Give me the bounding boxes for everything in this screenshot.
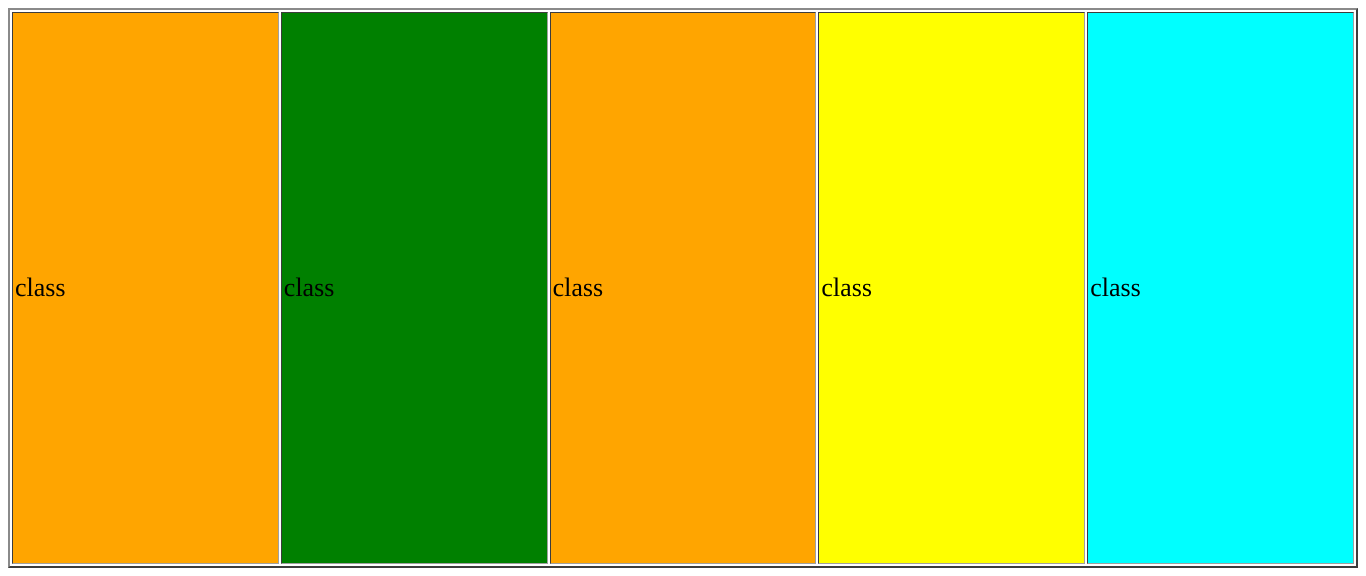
table-cell: class <box>12 12 279 564</box>
table-row: class class class class class <box>10 10 1356 566</box>
cell-label: class <box>552 272 604 302</box>
color-table: class class class class class <box>8 8 1358 568</box>
table-cell: class <box>549 12 817 564</box>
cell-label: class <box>821 272 872 302</box>
cell-label: class <box>283 272 335 302</box>
cell-label: class <box>15 272 66 302</box>
table-cell: class <box>280 12 548 564</box>
table-cell: class <box>1087 12 1354 564</box>
cell-label: class <box>1090 272 1141 302</box>
table-cell: class <box>818 12 1086 564</box>
